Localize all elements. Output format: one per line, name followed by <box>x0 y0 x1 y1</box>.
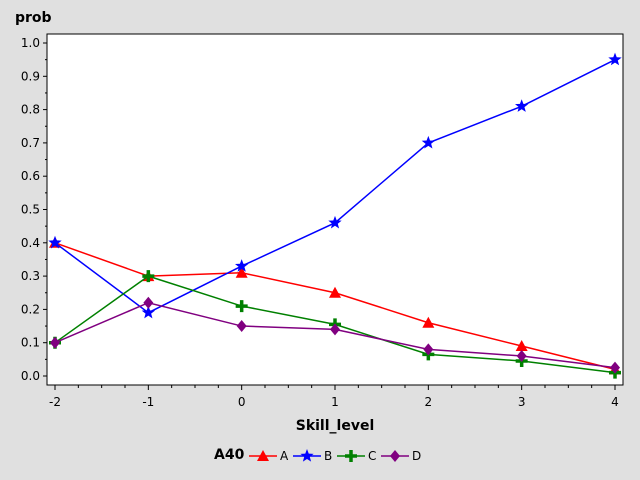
legend-marker-a <box>257 450 269 461</box>
legend-item-b: B <box>293 449 332 463</box>
legend-label-d: D <box>412 449 421 463</box>
y-tick-label: 0.7 <box>21 136 40 150</box>
x-tick-label: 0 <box>238 395 246 409</box>
series-d-point <box>330 323 340 336</box>
y-tick-label: 0.2 <box>21 302 40 316</box>
series-d-point <box>50 336 60 349</box>
x-tick-label: 4 <box>611 395 619 409</box>
y-tick-label: 0.3 <box>21 269 40 283</box>
legend-marker-c <box>345 450 357 462</box>
y-tick-label: 0.5 <box>21 203 40 217</box>
series-a-point <box>235 266 248 278</box>
series-c-point <box>235 300 248 313</box>
y-tick-label: 0.6 <box>21 169 40 183</box>
series-a-point <box>329 286 341 298</box>
legend-label-a: A <box>280 449 289 463</box>
series-a-point <box>515 340 528 352</box>
y-tick-label: 1.0 <box>21 36 40 50</box>
legend-label-b: B <box>324 449 332 463</box>
y-axis: 0.0 0.1 0.2 0.3 0.4 0.5 0.6 0.7 0.8 0.9 1.0 <box>21 36 47 383</box>
x-tick-label: 3 <box>518 395 526 409</box>
legend-item-d: D <box>381 449 421 463</box>
legend-title: A40 <box>214 447 245 463</box>
legend-marker-d <box>390 450 400 462</box>
legend-item-a: A <box>249 449 289 463</box>
series-b-point <box>48 235 62 249</box>
series-d-point <box>516 350 527 363</box>
series-d-point <box>236 320 247 333</box>
series-b-point <box>328 215 342 229</box>
series-b <box>48 52 622 319</box>
x-tick-label: 2 <box>425 395 433 409</box>
series-d-point <box>610 361 620 374</box>
y-tick-label: 0.8 <box>21 103 40 117</box>
x-axis-title: Skill_level <box>296 418 375 434</box>
series-b-point <box>141 305 155 319</box>
series-b-point <box>608 52 622 66</box>
x-axis: -2 -1 0 1 2 3 4 <box>49 385 619 409</box>
y-tick-label: 0.4 <box>21 236 40 250</box>
legend-item-c: C <box>337 449 376 463</box>
series-b-point <box>515 99 529 112</box>
y-axis-title: prob <box>15 10 52 26</box>
x-tick-label: 1 <box>331 395 339 409</box>
y-tick-label: 0.1 <box>21 336 40 350</box>
series-d <box>50 296 620 374</box>
series-a-point <box>422 316 435 328</box>
series-d-point <box>143 296 154 309</box>
legend: A40 A B C D <box>214 447 421 463</box>
series-c-point <box>142 270 155 283</box>
series-layer <box>48 52 622 379</box>
y-tick-label: 0.9 <box>21 69 40 83</box>
series-b-point <box>421 135 435 149</box>
x-tick-label: -1 <box>142 395 154 409</box>
series-d-point <box>423 343 434 356</box>
series-b-point <box>235 259 249 272</box>
y-tick-label: 0.0 <box>21 369 40 383</box>
legend-label-c: C <box>368 449 376 463</box>
legend-marker-b <box>300 449 314 462</box>
x-tick-label: -2 <box>49 395 61 409</box>
